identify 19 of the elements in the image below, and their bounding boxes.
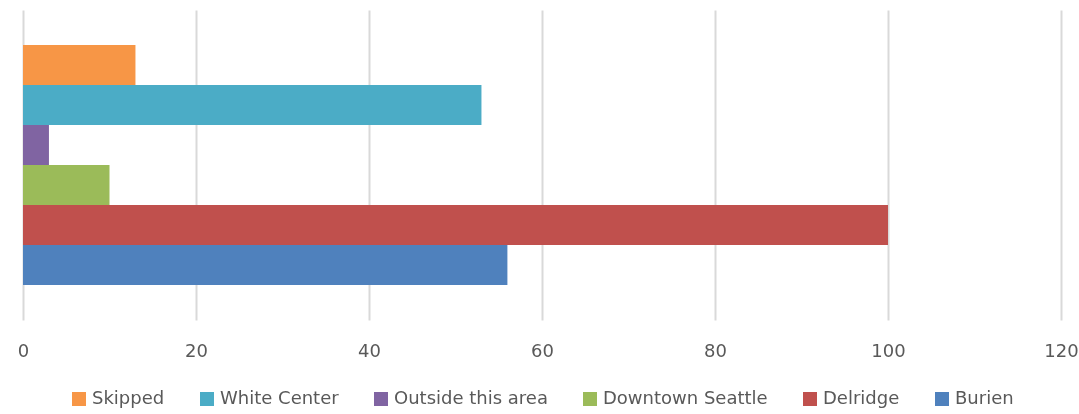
bar (23, 125, 49, 165)
bar (23, 85, 482, 125)
bar (23, 165, 110, 205)
legend-label: Outside this area (394, 387, 548, 408)
x-tick-label: 40 (358, 339, 381, 361)
bar (23, 205, 888, 245)
x-tick-label: 60 (531, 339, 554, 361)
x-tick-label: 80 (704, 339, 727, 361)
x-tick-label: 100 (871, 339, 906, 361)
legend-label: Burien (955, 387, 1014, 408)
bar (23, 45, 136, 85)
legend-label: Delridge (823, 387, 900, 408)
x-tick-label: 120 (1044, 339, 1079, 361)
legend-label: Skipped (92, 387, 165, 408)
bar (23, 245, 508, 285)
x-tick-label: 0 (17, 339, 30, 361)
legend-label: Downtown Seattle (603, 387, 768, 408)
x-tick-label: 20 (185, 339, 208, 361)
legend-label: White Center (220, 387, 340, 408)
